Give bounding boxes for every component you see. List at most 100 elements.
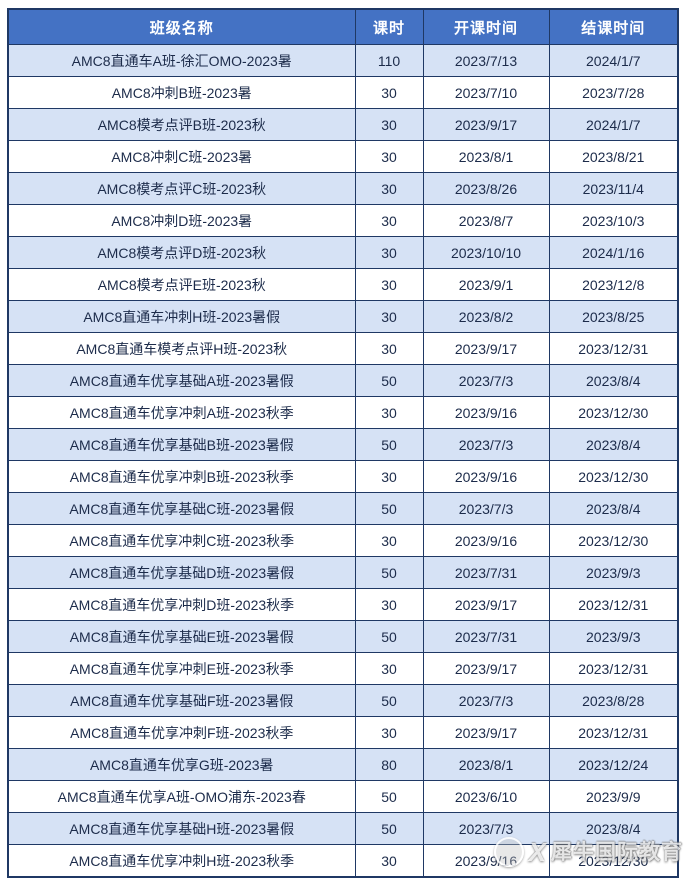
start-date-cell: 2023/7/3 xyxy=(422,364,550,397)
end-date-cell: 2023/12/24 xyxy=(548,748,679,781)
end-date-cell: 2023/9/3 xyxy=(548,620,679,653)
table-body: AMC8直通车A班-徐汇OMO-2023暑 110 2023/7/13 2024/1/… xyxy=(7,44,679,878)
end-date-cell: 2023/8/25 xyxy=(548,300,679,333)
column-header-2: 开课时间 xyxy=(422,8,550,45)
start-date-cell: 2023/7/13 xyxy=(422,44,550,77)
end-date-cell: 2023/10/3 xyxy=(548,204,679,237)
table-row: AMC8模考点评E班-2023秋 30 2023/9/1 2023/12/8 xyxy=(7,268,679,301)
hours-cell: 30 xyxy=(354,76,424,109)
hours-cell: 50 xyxy=(354,780,424,813)
hours-cell: 30 xyxy=(354,236,424,269)
table-row: AMC8直通车优享冲刺H班-2023秋季 30 2023/9/16 2023/12/3… xyxy=(7,844,679,878)
class-name-cell: AMC8冲刺C班-2023暑 xyxy=(7,140,356,173)
hours-cell: 30 xyxy=(354,140,424,173)
hours-cell: 30 xyxy=(354,108,424,141)
table-row: AMC8直通车优享基础D班-2023暑假 50 2023/7/31 2023/9/3 xyxy=(7,556,679,589)
column-header-1: 课时 xyxy=(354,8,424,45)
end-date-cell: 2023/8/4 xyxy=(548,364,679,397)
class-name-cell: AMC8直通车优享基础C班-2023暑假 xyxy=(7,492,356,525)
class-name-cell: AMC8直通车优享基础F班-2023暑假 xyxy=(7,684,356,717)
end-date-cell: 2023/11/4 xyxy=(548,172,679,205)
class-name-cell: AMC8直通车优享冲刺B班-2023秋季 xyxy=(7,460,356,493)
table-row: AMC8直通车优享冲刺C班-2023秋季 30 2023/9/16 2023/12/3… xyxy=(7,524,679,557)
end-date-cell: 2023/12/31 xyxy=(548,332,679,365)
end-date-cell: 2023/12/31 xyxy=(548,652,679,685)
start-date-cell: 2023/7/3 xyxy=(422,428,550,461)
hours-cell: 50 xyxy=(354,556,424,589)
class-name-cell: AMC8模考点评B班-2023秋 xyxy=(7,108,356,141)
class-name-cell: AMC8直通车冲刺H班-2023暑假 xyxy=(7,300,356,333)
hours-cell: 50 xyxy=(354,620,424,653)
start-date-cell: 2023/9/1 xyxy=(422,268,550,301)
class-name-cell: AMC8直通车优享冲刺A班-2023秋季 xyxy=(7,396,356,429)
end-date-cell: 2023/8/4 xyxy=(548,812,679,845)
table-row: AMC8直通车优享冲刺E班-2023秋季 30 2023/9/17 2023/12/3… xyxy=(7,652,679,685)
hours-cell: 30 xyxy=(354,204,424,237)
start-date-cell: 2023/7/3 xyxy=(422,492,550,525)
table-row: AMC8直通车冲刺H班-2023暑假 30 2023/8/2 2023/8/25 xyxy=(7,300,679,333)
end-date-cell: 2023/8/21 xyxy=(548,140,679,173)
end-date-cell: 2023/9/3 xyxy=(548,556,679,589)
table-row: AMC8冲刺B班-2023暑 30 2023/7/10 2023/7/28 xyxy=(7,76,679,109)
end-date-cell: 2023/12/30 xyxy=(548,524,679,557)
class-name-cell: AMC8直通车优享冲刺D班-2023秋季 xyxy=(7,588,356,621)
table-row: AMC8模考点评B班-2023秋 30 2023/9/17 2024/1/7 xyxy=(7,108,679,141)
table-row: AMC8模考点评D班-2023秋 30 2023/10/10 2024/1/16 xyxy=(7,236,679,269)
start-date-cell: 2023/9/17 xyxy=(422,332,550,365)
hours-cell: 30 xyxy=(354,588,424,621)
start-date-cell: 2023/9/16 xyxy=(422,524,550,557)
table-row: AMC8直通车优享基础B班-2023暑假 50 2023/7/3 2023/8/4 xyxy=(7,428,679,461)
start-date-cell: 2023/7/3 xyxy=(422,684,550,717)
table-row: AMC8直通车模考点评H班-2023秋 30 2023/9/17 2023/12/31 xyxy=(7,332,679,365)
table-row: AMC8直通车优享冲刺F班-2023秋季 30 2023/9/17 2023/12/3… xyxy=(7,716,679,749)
hours-cell: 50 xyxy=(354,684,424,717)
class-name-cell: AMC8直通车A班-徐汇OMO-2023暑 xyxy=(7,44,356,77)
table-row: AMC8直通车优享冲刺B班-2023秋季 30 2023/9/16 2023/12/3… xyxy=(7,460,679,493)
start-date-cell: 2023/9/17 xyxy=(422,652,550,685)
table-row: AMC8直通车优享G班-2023暑 80 2023/8/1 2023/12/24 xyxy=(7,748,679,781)
end-date-cell: 2023/12/8 xyxy=(548,268,679,301)
end-date-cell: 2023/8/4 xyxy=(548,492,679,525)
class-name-cell: AMC8冲刺B班-2023暑 xyxy=(7,76,356,109)
table-row: AMC8模考点评C班-2023秋 30 2023/8/26 2023/11/4 xyxy=(7,172,679,205)
table-row: AMC8冲刺D班-2023暑 30 2023/8/7 2023/10/3 xyxy=(7,204,679,237)
hours-cell: 30 xyxy=(354,844,424,878)
hours-cell: 50 xyxy=(354,492,424,525)
table-row: AMC8直通车A班-徐汇OMO-2023暑 110 2023/7/13 2024/1/… xyxy=(7,44,679,77)
start-date-cell: 2023/9/17 xyxy=(422,108,550,141)
class-name-cell: AMC8直通车优享冲刺C班-2023秋季 xyxy=(7,524,356,557)
end-date-cell: 2023/9/9 xyxy=(548,780,679,813)
start-date-cell: 2023/7/10 xyxy=(422,76,550,109)
header-row: 班级名称 课时 开课时间 结课时间 xyxy=(7,8,679,45)
hours-cell: 50 xyxy=(354,428,424,461)
start-date-cell: 2023/9/17 xyxy=(422,588,550,621)
end-date-cell: 2023/12/31 xyxy=(548,588,679,621)
hours-cell: 30 xyxy=(354,524,424,557)
table-row: AMC8直通车优享基础C班-2023暑假 50 2023/7/3 2023/8/4 xyxy=(7,492,679,525)
start-date-cell: 2023/7/31 xyxy=(422,556,550,589)
start-date-cell: 2023/9/16 xyxy=(422,396,550,429)
table-row: AMC8直通车优享A班-OMO浦东-2023春 50 2023/6/10 2023/9… xyxy=(7,780,679,813)
hours-cell: 30 xyxy=(354,268,424,301)
class-name-cell: AMC8直通车模考点评H班-2023秋 xyxy=(7,332,356,365)
end-date-cell: 2024/1/7 xyxy=(548,44,679,77)
hours-cell: 30 xyxy=(354,716,424,749)
class-name-cell: AMC8模考点评C班-2023秋 xyxy=(7,172,356,205)
start-date-cell: 2023/8/1 xyxy=(422,748,550,781)
end-date-cell: 2023/12/31 xyxy=(548,716,679,749)
start-date-cell: 2023/7/3 xyxy=(422,812,550,845)
column-header-0: 班级名称 xyxy=(7,8,356,45)
start-date-cell: 2023/9/16 xyxy=(422,460,550,493)
end-date-cell: 2023/7/28 xyxy=(548,76,679,109)
hours-cell: 50 xyxy=(354,364,424,397)
class-name-cell: AMC8模考点评E班-2023秋 xyxy=(7,268,356,301)
end-date-cell: 2023/8/28 xyxy=(548,684,679,717)
start-date-cell: 2023/8/1 xyxy=(422,140,550,173)
class-name-cell: AMC8直通车优享冲刺H班-2023秋季 xyxy=(7,844,356,878)
start-date-cell: 2023/8/7 xyxy=(422,204,550,237)
class-name-cell: AMC8冲刺D班-2023暑 xyxy=(7,204,356,237)
hours-cell: 50 xyxy=(354,812,424,845)
end-date-cell: 2024/1/16 xyxy=(548,236,679,269)
start-date-cell: 2023/8/2 xyxy=(422,300,550,333)
table-row: AMC8直通车优享基础H班-2023暑假 50 2023/7/3 2023/8/4 xyxy=(7,812,679,845)
